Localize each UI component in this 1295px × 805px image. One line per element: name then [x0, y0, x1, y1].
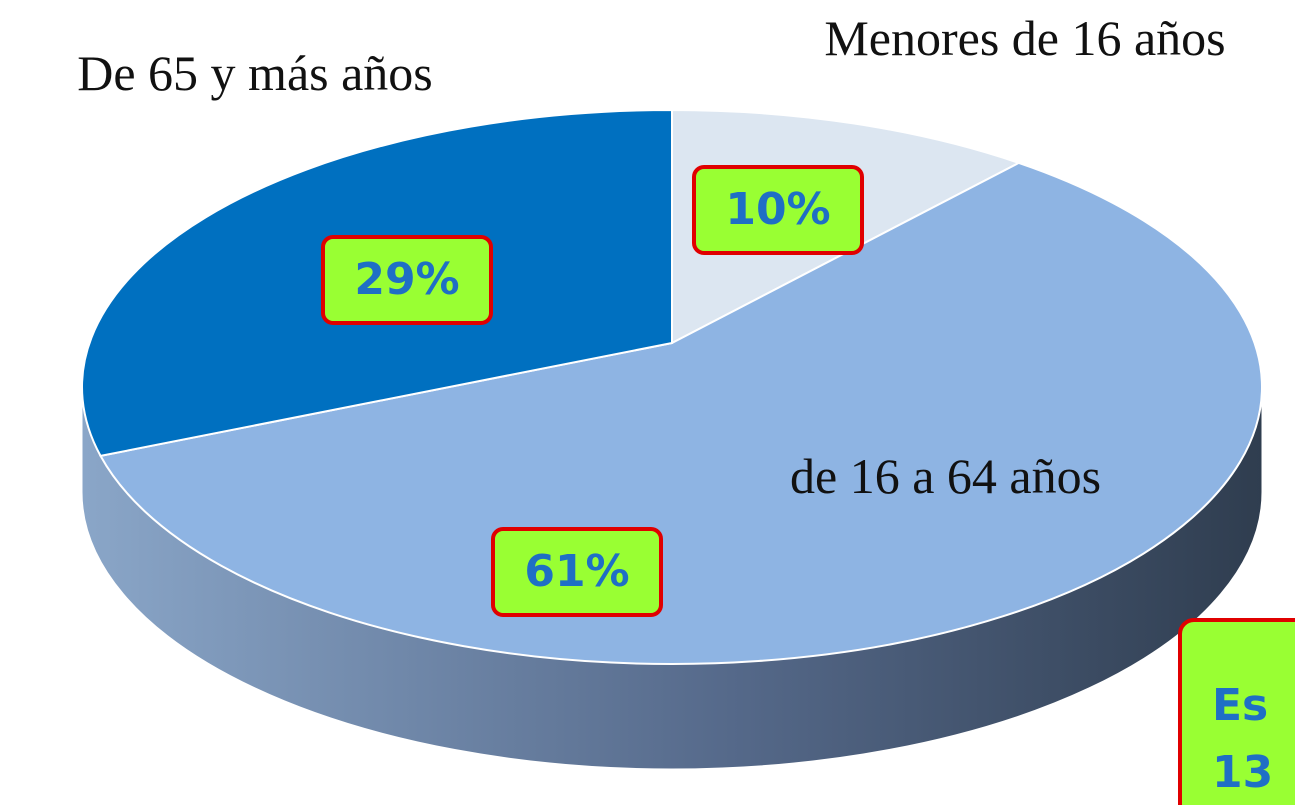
value-label: 10%	[725, 184, 830, 235]
labels: Menores de 16 años 10% de 16 a 64 años 61% D…	[77, 10, 1226, 617]
category-label: De 65 y más años	[77, 45, 433, 101]
value-label-box	[321, 235, 493, 325]
annotation: Es 13	[1178, 618, 1295, 805]
category-label: de 16 a 64 años	[790, 448, 1101, 504]
pie	[81, 108, 1263, 770]
value-label: 29%	[354, 254, 459, 305]
pie-slice	[98, 161, 1263, 665]
value-label-box	[692, 165, 864, 255]
annotation-box	[1178, 618, 1295, 805]
value-label-box	[491, 527, 663, 617]
category-label: Menores de 16 años	[824, 10, 1225, 66]
annotation-line: 13	[1212, 747, 1273, 798]
value-label: 61%	[524, 546, 629, 597]
annotation-line: Es	[1212, 680, 1268, 731]
